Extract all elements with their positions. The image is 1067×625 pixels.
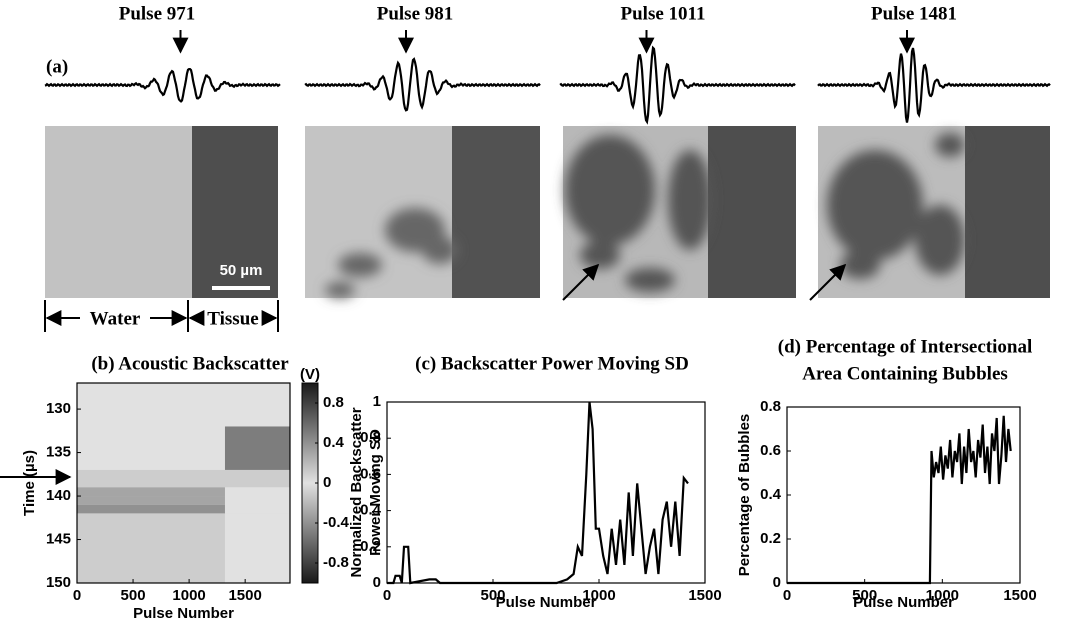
- y-tick-label: 0.6: [760, 442, 781, 459]
- chart-title: (c) Backscatter Power Moving SD: [415, 353, 689, 374]
- y-tick-label: 145: [46, 530, 71, 547]
- region-label: Tissue: [207, 308, 258, 329]
- chart-title: Area Containing Bubbles: [802, 363, 1008, 384]
- heatmap-cell: [224, 469, 290, 488]
- y-tick-label: 140: [46, 487, 71, 504]
- colorbar-tick-label: 0: [323, 474, 331, 491]
- scale-bar-label: 50 µm: [220, 262, 263, 279]
- y-axis-label: Percentage of Bubbles: [736, 414, 753, 577]
- pulse-title: Pulse 1011: [621, 3, 706, 24]
- waveform: [304, 57, 541, 112]
- plot-frame: [76, 382, 291, 584]
- x-tick-label: 1500: [228, 587, 261, 604]
- heatmap-cell: [77, 504, 225, 514]
- colorbar-tick-label: -0.8: [323, 554, 349, 571]
- x-tick-label: 1500: [688, 587, 721, 604]
- y-tick-label: 1: [373, 393, 381, 410]
- plot-frame: [386, 401, 706, 584]
- region-label: Water: [90, 308, 141, 329]
- plot-frame: [786, 406, 1021, 584]
- region-marks: [44, 300, 279, 332]
- y-tick-label: 0: [373, 574, 381, 591]
- y-tick-label: 0.2: [360, 538, 381, 555]
- heatmap-cell: [77, 426, 225, 470]
- y-tick-label: 0.4: [760, 486, 782, 503]
- heatmap-cell: [77, 487, 225, 497]
- y-tick-label: 150: [46, 574, 71, 591]
- heatmap-cell: [224, 496, 290, 505]
- arrow: [809, 263, 847, 301]
- pulse-title: Pulse 1481: [871, 3, 957, 24]
- chart-title: (b) Acoustic Backscatter: [91, 353, 289, 374]
- heatmap-cell: [77, 513, 225, 583]
- waveforms: [44, 30, 1051, 125]
- arrow: [562, 263, 600, 301]
- x-tick-label: 500: [480, 587, 505, 604]
- y-tick-label: 0.8: [360, 429, 381, 446]
- heatmap-cell: [224, 383, 290, 427]
- colorbar-tick-label: 0.4: [323, 434, 345, 451]
- y-axis-label: Power Moving SD: [367, 429, 384, 556]
- x-tick-label: 0: [783, 587, 791, 604]
- heatmap-cell: [224, 426, 290, 470]
- image-tissue: [965, 126, 1050, 298]
- image-tissue: [192, 126, 278, 298]
- waveform: [559, 45, 796, 125]
- image-tissue: [708, 126, 796, 298]
- waveform: [817, 47, 1051, 123]
- x-tick-label: 500: [852, 587, 877, 604]
- panel-label: (a): [46, 56, 68, 77]
- y-tick-label: 0.8: [760, 398, 781, 415]
- y-tick-label: 0: [773, 574, 781, 591]
- data-line: [787, 415, 1012, 585]
- waveform: [44, 68, 281, 103]
- image-tissue: [452, 126, 540, 298]
- heatmap-cell: [77, 469, 225, 488]
- pulse-title: Pulse 981: [377, 3, 454, 24]
- x-tick-label: 0: [73, 587, 81, 604]
- x-tick-label: 1000: [926, 587, 959, 604]
- colorbar-tick-label: 0.8: [323, 394, 344, 411]
- chart-title: (d) Percentage of Intersectional: [778, 336, 1033, 357]
- y-tick-label: 0.2: [760, 530, 781, 547]
- y-tick-label: 0.4: [360, 502, 382, 519]
- x-tick-label: 1000: [172, 587, 205, 604]
- y-axis-label: Normalized Backscatter: [348, 407, 365, 577]
- bubbles: [565, 135, 712, 292]
- data-line: [387, 401, 689, 585]
- micrographs: 50 µm: [45, 126, 1050, 301]
- pulse-title: Pulse 971: [119, 3, 196, 24]
- x-tick-label: 500: [121, 587, 146, 604]
- x-tick-label: 1000: [582, 587, 615, 604]
- heatmap-cell: [224, 513, 290, 583]
- heatmap-cell: [77, 496, 225, 505]
- heatmap-cell: [224, 504, 290, 514]
- heatmap-cell: [77, 383, 225, 427]
- x-tick-label: 0: [383, 587, 391, 604]
- y-tick-label: 0.6: [360, 465, 381, 482]
- y-axis-label: Time (µs): [21, 450, 38, 516]
- x-axis-label: Pulse Number: [853, 594, 954, 611]
- bubbles: [827, 133, 965, 279]
- bubbles: [325, 208, 458, 298]
- colorbar-tick-label: -0.4: [323, 514, 350, 531]
- x-axis-label: Pulse Number: [133, 605, 234, 622]
- x-axis-label: Pulse Number: [496, 594, 597, 611]
- heatmap-cell: [224, 487, 290, 497]
- y-tick-label: 130: [46, 400, 71, 417]
- colorbar-label: (V): [300, 366, 320, 383]
- x-tick-label: 1500: [1003, 587, 1036, 604]
- y-tick-label: 135: [46, 444, 71, 461]
